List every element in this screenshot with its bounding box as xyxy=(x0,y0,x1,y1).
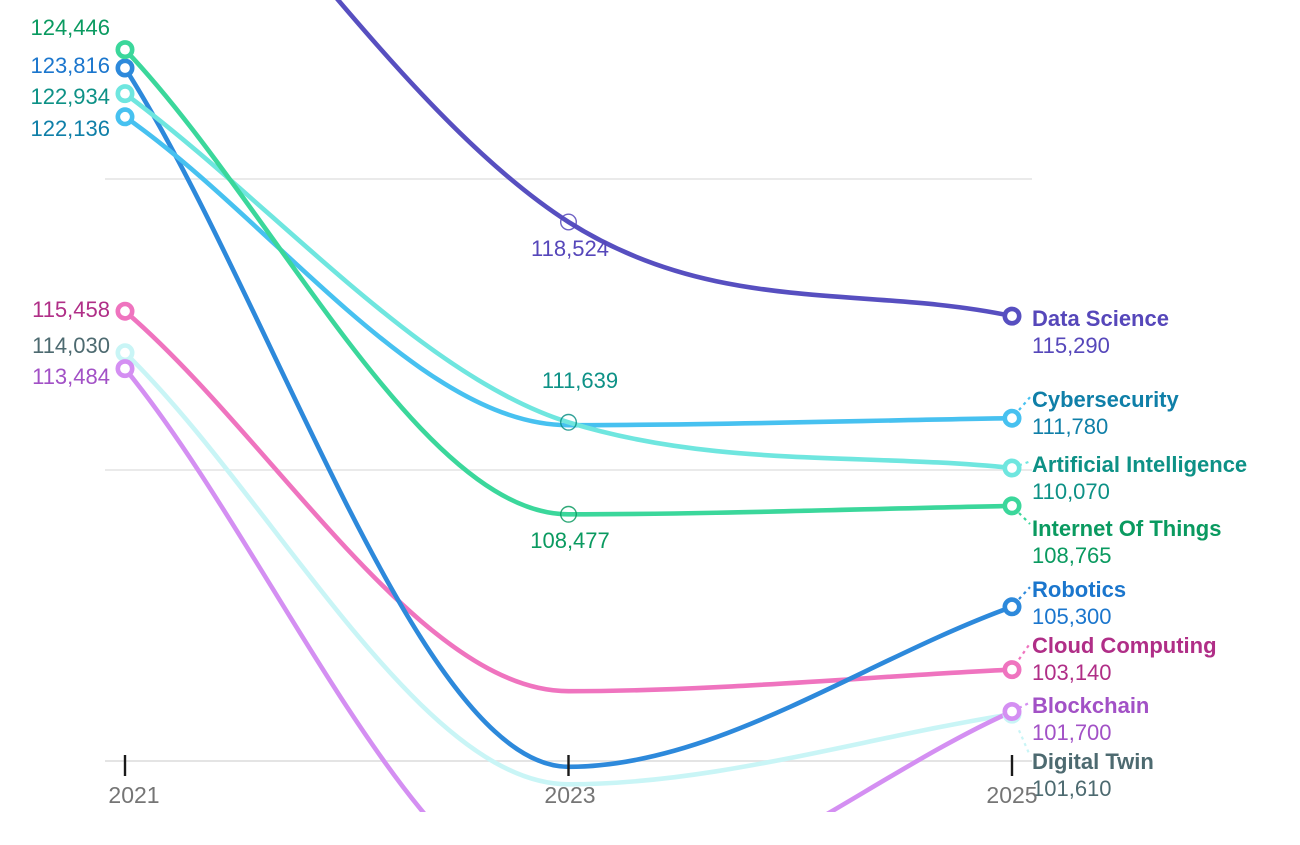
marker-2021-cloud-computing xyxy=(115,301,135,321)
point-value-label-2021-internet-of-things: 124,446 xyxy=(30,15,110,40)
legend-title-cybersecurity: Cybersecurity xyxy=(1032,387,1179,412)
legend-value-robotics: 105,300 xyxy=(1032,604,1112,629)
point-value-label-2023-internet-of-things: 108,477 xyxy=(530,528,610,553)
series-markers xyxy=(115,40,1022,724)
legend-leader-digital-twin xyxy=(1017,729,1032,757)
legend-title-artificial-intelligence: Artificial Intelligence xyxy=(1032,452,1248,477)
legend-value-cloud-computing: 103,140 xyxy=(1032,660,1112,685)
legend-value-artificial-intelligence: 110,070 xyxy=(1032,479,1110,504)
legend-title-robotics: Robotics xyxy=(1032,577,1127,602)
marker-2025-cybersecurity xyxy=(1002,408,1022,428)
point-value-label-2023-artificial-intelligence: 111,639 xyxy=(541,368,619,393)
marker-2021-digital-twin xyxy=(115,343,135,363)
legend-leader-cloud-computing xyxy=(1018,642,1031,661)
marker-2021-blockchain xyxy=(115,359,135,379)
point-value-label-2021-cloud-computing: 115,458 xyxy=(32,297,110,322)
series-line-cybersecurity xyxy=(122,114,1015,428)
marker-2025-artificial-intelligence xyxy=(1002,458,1022,478)
legend-leader-cybersecurity xyxy=(1018,396,1031,411)
legend-title-data-science: Data Science xyxy=(1032,306,1169,331)
series-line-cloud-computing xyxy=(122,308,1015,694)
marker-2025-internet-of-things xyxy=(1002,496,1022,516)
legend-value-digital-twin: 101,610 xyxy=(1032,776,1112,801)
legend-title-blockchain: Blockchain xyxy=(1032,693,1150,718)
legend-leader-internet-of-things xyxy=(1018,512,1031,525)
series-line-data-science xyxy=(335,0,1015,319)
point-value-label-2023-data-science: 118,524 xyxy=(531,236,609,261)
legend-value-internet-of-things: 108,765 xyxy=(1032,543,1112,568)
x-tick-label-2025: 2025 xyxy=(986,782,1038,808)
marker-2023-data-science xyxy=(560,213,578,231)
point-value-label-2021-robotics: 123,816 xyxy=(30,53,110,78)
series-line-internet-of-things xyxy=(122,47,1015,517)
legend-leader-blockchain xyxy=(1018,701,1031,709)
legend-value-blockchain: 101,700 xyxy=(1032,720,1112,745)
series-line-blockchain xyxy=(122,366,1015,812)
point-value-label-2021-digital-twin: 114,030 xyxy=(32,333,110,358)
point-value-label-2021-cybersecurity: 122,136 xyxy=(30,116,110,141)
x-tick-label-2021: 2021 xyxy=(108,782,160,808)
marker-2025-blockchain xyxy=(1002,701,1022,721)
point-value-label-2021-artificial-intelligence: 122,934 xyxy=(30,84,110,109)
series-lines xyxy=(122,0,1015,812)
legend-value-data-science: 115,290 xyxy=(1032,333,1110,358)
legend-value-cybersecurity: 111,780 xyxy=(1032,414,1109,439)
series-line-digital-twin xyxy=(122,350,1015,787)
marker-2021-cybersecurity xyxy=(115,107,135,127)
marker-2021-artificial-intelligence xyxy=(115,84,135,104)
legend-title-digital-twin: Digital Twin xyxy=(1032,749,1154,774)
series-line-artificial-intelligence xyxy=(122,91,1015,471)
marker-2021-internet-of-things xyxy=(115,40,135,60)
legend-title-cloud-computing: Cloud Computing xyxy=(1032,633,1217,658)
x-tick-label-2023: 2023 xyxy=(544,782,596,808)
marker-2023-artificial-intelligence xyxy=(560,413,578,431)
marker-2025-data-science xyxy=(1002,306,1022,326)
point-value-label-2021-blockchain: 113,484 xyxy=(32,364,110,389)
series-line-robotics xyxy=(122,65,1015,770)
marker-2025-cloud-computing xyxy=(1002,660,1022,680)
marker-2023-internet-of-things xyxy=(560,505,578,523)
legend-leader-robotics xyxy=(1018,586,1031,600)
legend-title-internet-of-things: Internet Of Things xyxy=(1032,516,1222,541)
marker-2021-robotics xyxy=(115,58,135,78)
marker-2025-robotics xyxy=(1002,597,1022,617)
